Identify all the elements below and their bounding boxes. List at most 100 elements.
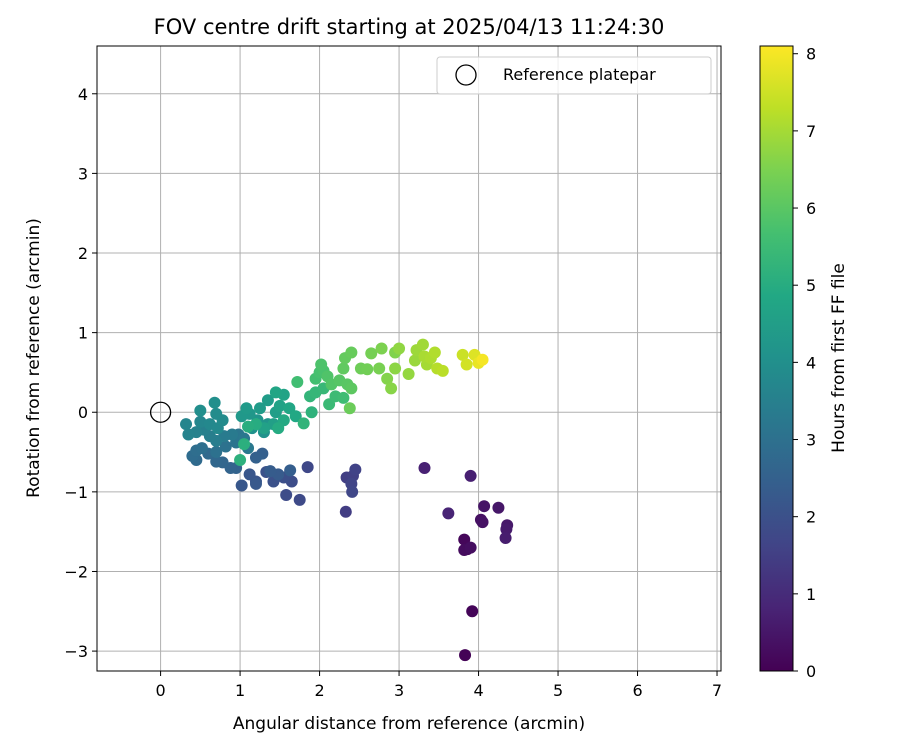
y-tick-label: 4 — [78, 85, 88, 104]
data-point — [456, 348, 469, 361]
data-point — [464, 541, 477, 554]
y-tick-label: −2 — [64, 562, 88, 581]
data-point — [349, 463, 362, 476]
data-point — [442, 507, 455, 520]
legend-label: Reference platepar — [503, 65, 656, 84]
y-tick-label: −3 — [64, 642, 88, 661]
data-point — [264, 465, 277, 478]
data-point — [273, 399, 286, 412]
data-point — [402, 368, 415, 381]
colorbar-tick-label: 4 — [806, 353, 816, 372]
x-tick-label: 1 — [235, 681, 245, 700]
data-point — [210, 446, 223, 459]
x-tick-label: 0 — [155, 681, 165, 700]
data-point — [208, 396, 221, 409]
data-point — [272, 422, 285, 435]
colorbar-tick-label: 3 — [806, 431, 816, 450]
data-point — [375, 342, 388, 355]
data-point — [238, 438, 251, 451]
data-point — [182, 428, 195, 441]
data-point — [339, 505, 352, 518]
data-point — [476, 353, 489, 366]
data-point — [385, 382, 398, 395]
data-point — [408, 354, 421, 367]
reference-platepar-marker — [149, 401, 172, 423]
y-tick-label: 0 — [78, 403, 88, 422]
colorbar-ticks: 0 1 2 3 4 5 6 7 8 — [793, 45, 816, 681]
data-point — [289, 410, 302, 423]
data-point — [253, 402, 266, 415]
data-point — [305, 406, 318, 419]
x-tick-label: 6 — [632, 681, 642, 700]
data-point — [345, 346, 358, 359]
data-point — [249, 477, 262, 490]
data-point — [418, 461, 431, 474]
data-point — [315, 358, 328, 371]
data-point — [492, 501, 505, 514]
data-point — [249, 451, 262, 464]
data-point — [337, 391, 350, 404]
colorbar-title: Hours from first FF file — [829, 263, 849, 453]
y-axis-title: Rotation from reference (arcmin) — [24, 218, 44, 498]
data-point — [381, 372, 394, 385]
data-point — [478, 500, 491, 513]
axis-ticks: 0 1 2 3 4 5 6 7 −3 −2 −1 0 1 2 3 4 — [64, 85, 722, 700]
data-point — [210, 455, 223, 468]
legend: Reference platepar — [436, 56, 712, 95]
data-point — [180, 418, 193, 431]
data-point — [466, 605, 479, 618]
data-point — [337, 362, 350, 375]
data-point — [389, 362, 402, 375]
data-point — [459, 649, 472, 662]
legend-box — [436, 56, 712, 95]
x-tick-label: 2 — [314, 681, 324, 700]
colorbar-tick-label: 0 — [806, 662, 816, 681]
y-tick-label: 1 — [78, 324, 88, 343]
legend-marker — [455, 64, 477, 86]
data-point — [365, 347, 378, 360]
plot-frame — [96, 45, 722, 672]
colorbar-tick-label: 5 — [806, 276, 816, 295]
data-point — [345, 382, 358, 395]
data-point — [464, 469, 477, 482]
chart-title: FOV centre drift starting at 2025/04/13 … — [154, 15, 665, 39]
data-point — [235, 479, 248, 492]
grid-lines — [97, 46, 721, 671]
colorbar-gradient — [759, 45, 794, 672]
x-axis-title: Angular distance from reference (arcmin) — [233, 714, 585, 734]
data-point — [460, 358, 473, 371]
y-tick-label: 3 — [78, 164, 88, 183]
colorbar-tick-label: 2 — [806, 508, 816, 527]
data-point — [234, 454, 247, 467]
data-point — [284, 464, 297, 477]
data-point — [240, 402, 253, 415]
colorbar-tick-label: 1 — [806, 585, 816, 604]
y-tick-label: −1 — [64, 483, 88, 502]
data-point — [280, 489, 293, 502]
data-points — [180, 338, 514, 662]
data-point — [243, 468, 256, 481]
data-point — [194, 415, 207, 428]
colorbar-tick-label: 7 — [806, 122, 816, 141]
data-point — [476, 516, 489, 529]
data-point — [499, 532, 512, 545]
colorbar-tick-label: 8 — [806, 45, 816, 64]
x-tick-label: 4 — [473, 681, 483, 700]
data-point — [301, 461, 314, 474]
data-point — [428, 346, 441, 359]
x-tick-label: 7 — [712, 681, 722, 700]
data-point — [195, 442, 208, 455]
data-point — [346, 485, 359, 498]
data-point — [219, 440, 232, 453]
data-point — [269, 386, 282, 399]
colorbar: 0 1 2 3 4 5 6 7 8 Hours from first FF file — [759, 45, 849, 681]
data-point — [500, 523, 513, 536]
data-point — [293, 493, 306, 506]
data-point — [242, 420, 255, 433]
data-point — [436, 364, 449, 377]
data-point — [210, 407, 223, 420]
data-point — [291, 375, 304, 388]
data-point — [393, 342, 406, 355]
data-point — [343, 402, 356, 415]
